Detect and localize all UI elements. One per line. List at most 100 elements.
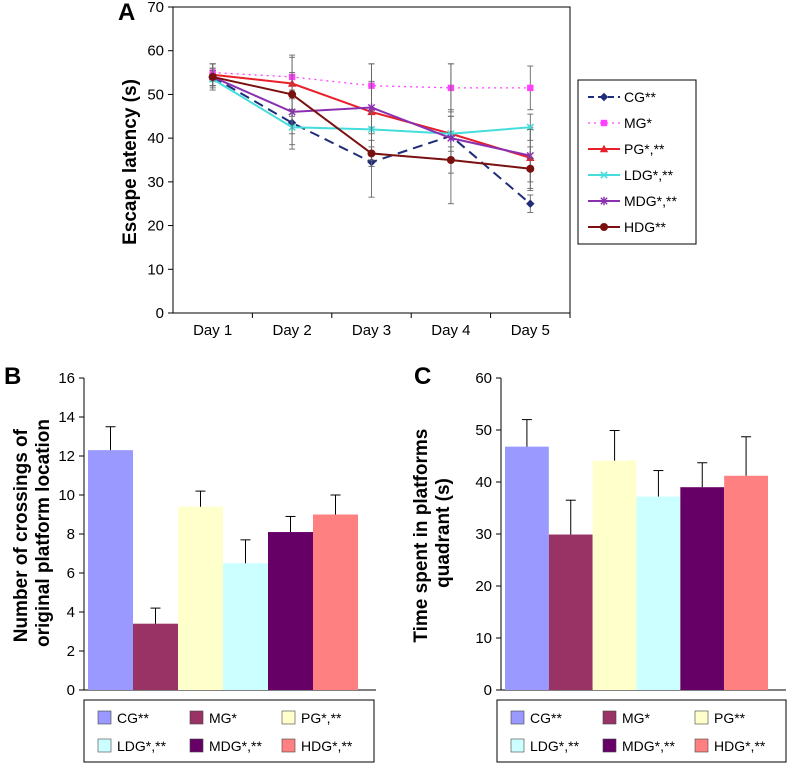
panel-b-legend-swatch-mdg xyxy=(189,738,204,753)
panel-b-bar-pg xyxy=(178,506,223,690)
series-mdg-point xyxy=(447,133,455,143)
panel-b-bar-ldg xyxy=(223,563,268,690)
panel-c-bar-chart: Time spent in platforms quadrant (s) 0 10… xyxy=(411,370,787,763)
series-mg-point xyxy=(527,84,534,92)
panel-b-bar-cg xyxy=(88,450,133,690)
legend-cg-marker xyxy=(599,92,609,102)
series-hdg-point xyxy=(208,72,217,81)
panel-b-y-label-line2: original platform location xyxy=(33,419,54,647)
panel-c-legend-box xyxy=(496,699,787,763)
panel-c-y-label-line2: quadrant (s) xyxy=(433,478,454,588)
panel-a-y-tick-label: 70 xyxy=(147,0,164,16)
panel-a-y-tick-label: 30 xyxy=(147,174,164,191)
series-mdg-point xyxy=(367,103,376,112)
panel-a-label: A xyxy=(118,0,135,26)
panel-b-legend-swatch-cg xyxy=(97,710,112,725)
panel-c-y-axis-label: Time spent in platforms quadrant (s) xyxy=(411,423,454,642)
panel-b-legend-swatch-ldg xyxy=(97,738,112,753)
legend-hdg-label: HDG** xyxy=(624,219,667,235)
panel-c-bar-hdg xyxy=(724,475,768,690)
panel-a-y-tick-label: 10 xyxy=(147,261,164,278)
panel-b-legend: CG** MG* PG*,** LDG*,** MDG*,** HDG*,** xyxy=(83,699,375,763)
panel-b-legend-label-cg: CG** xyxy=(117,710,149,726)
panel-c-y-tick-label: 0 xyxy=(484,682,492,699)
panel-c-y-tick-label: 20 xyxy=(475,578,492,595)
panel-c-bar-mg xyxy=(548,534,593,690)
series-hdg-point xyxy=(288,90,297,99)
panel-b-legend-label-hdg: HDG*,** xyxy=(301,738,353,754)
panel-c-legend-swatch-hdg xyxy=(694,738,709,753)
panel-b-y-label-line1: Number of crossings of xyxy=(11,428,32,642)
legend-mdg-marker xyxy=(600,196,608,206)
panel-a-legend: CG** MG* PG*,** LDG*,** MDG*,** HDG** xyxy=(577,79,697,245)
series-hdg-point xyxy=(526,164,535,173)
panel-c-label: C xyxy=(414,363,431,390)
panel-b-legend-label-mdg: MDG*,** xyxy=(209,738,262,754)
panel-b-y-tick-label: 8 xyxy=(67,526,75,543)
legend-mg-marker xyxy=(600,119,608,127)
panel-c-y-tick-label: 60 xyxy=(475,370,492,387)
panel-c-bar-pg xyxy=(592,460,637,690)
panel-c-legend-swatch-mg xyxy=(602,710,617,725)
legend-ldg-label: LDG*,** xyxy=(624,167,674,183)
panel-c-legend: CG** MG* PG** LDG*,** MDG*,** HDG*,** xyxy=(496,699,787,763)
panel-b-bar-mg xyxy=(133,623,178,690)
panel-b-legend-label-mg: MG* xyxy=(209,710,238,726)
series-cg-point xyxy=(526,199,535,208)
legend-hdg-marker xyxy=(600,223,608,231)
panel-a-legend-box xyxy=(577,79,697,245)
legend-pg-marker xyxy=(599,144,609,153)
legend-mdg-label: MDG*,** xyxy=(624,193,677,209)
panel-c-legend-swatch-ldg xyxy=(510,738,525,753)
panel-a-y-tick-label: 40 xyxy=(147,130,164,147)
panel-b-legend-box xyxy=(83,699,375,763)
panel-c-legend-label-cg: CG** xyxy=(530,710,562,726)
panel-b-legend-label-ldg: LDG*,** xyxy=(117,738,167,754)
series-mg-line xyxy=(212,71,531,89)
panel-b-bar-hdg xyxy=(313,514,358,690)
panel-c-legend-label-mg: MG* xyxy=(622,710,651,726)
panel-c-y-tick-label: 10 xyxy=(475,630,492,647)
panel-a-plot-area xyxy=(172,6,571,314)
legend-pg-label: PG*,** xyxy=(624,141,665,157)
panel-c-legend-swatch-cg xyxy=(510,710,525,725)
panel-a-y-tick-label: 60 xyxy=(147,43,164,60)
panel-c-y-label-line1: Time spent in platforms xyxy=(411,429,432,643)
panel-a-series-hdg xyxy=(208,67,535,192)
panel-b-y-tick-label: 16 xyxy=(58,370,75,387)
legend-ldg-marker xyxy=(600,171,608,179)
panel-a-y-axis-label: Escape latency (s) xyxy=(120,79,141,245)
panel-b-bar-mdg xyxy=(268,532,313,690)
panel-c-legend-label-mdg: MDG*,** xyxy=(622,738,675,754)
panel-b-y-tick-label: 12 xyxy=(58,448,75,465)
panel-b-y-tick-label: 2 xyxy=(67,643,75,660)
panel-b-y-tick-label: 14 xyxy=(58,409,75,426)
panel-c-bar-mdg xyxy=(680,487,725,690)
panel-c-legend-label-pg: PG** xyxy=(714,710,746,726)
panel-a-y-tick-label: 50 xyxy=(147,86,164,103)
panel-b-legend-label-pg: PG*,** xyxy=(301,710,342,726)
panel-c-legend-label-ldg: LDG*,** xyxy=(530,738,580,754)
panel-c-legend-label-hdg: HDG*,** xyxy=(714,738,766,754)
series-hdg-point xyxy=(446,156,455,164)
panel-a-y-tick-label: 0 xyxy=(156,305,164,322)
panel-b-label: B xyxy=(4,363,21,390)
panel-c-bar-ldg xyxy=(636,496,681,690)
panel-a-x-tick-label: Day 2 xyxy=(273,322,312,339)
panel-c-y-tick-label: 40 xyxy=(475,474,492,491)
panel-b-y-tick-label: 10 xyxy=(58,487,75,504)
panel-c-legend-swatch-mdg xyxy=(602,738,617,753)
panel-b-legend-swatch-mg xyxy=(189,710,204,725)
panel-b-y-axis-label: Number of crossings of original platform… xyxy=(11,419,54,647)
panel-b-legend-swatch-pg xyxy=(281,710,296,725)
panel-a-y-tick-label: 20 xyxy=(147,218,164,235)
panel-a-x-tick-label: Day 3 xyxy=(352,322,391,339)
legend-mg-label: MG* xyxy=(624,115,653,131)
legend-cg-label: CG** xyxy=(624,89,656,105)
panel-b-y-tick-label: 4 xyxy=(67,604,75,621)
panel-b-y-tick-label: 0 xyxy=(67,682,75,699)
panel-b-legend-swatch-hdg xyxy=(281,738,296,753)
panel-b-y-tick-label: 6 xyxy=(67,565,75,582)
series-hdg-point xyxy=(367,149,376,158)
